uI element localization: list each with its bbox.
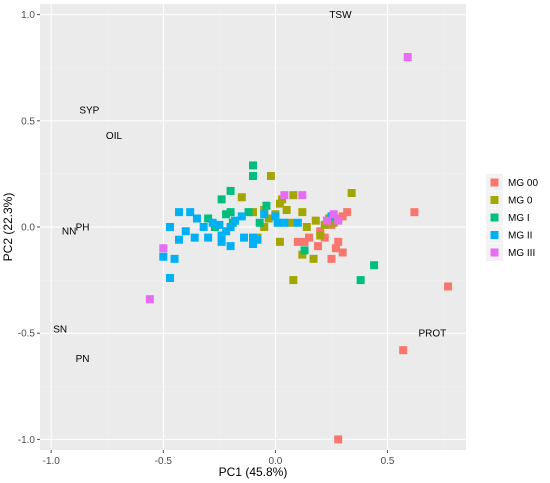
data-point	[370, 261, 378, 269]
data-point	[227, 187, 235, 195]
x-tick-label: 0.5	[381, 456, 395, 467]
data-point	[280, 191, 288, 199]
variable-label: SN	[53, 324, 67, 335]
variable-label: PH	[76, 223, 90, 234]
data-point	[316, 231, 324, 239]
y-tick-label: -1.0	[18, 435, 36, 446]
data-point	[294, 238, 302, 246]
data-point	[357, 276, 365, 284]
data-point	[301, 246, 309, 254]
y-axis-title: PC2 (22.3%)	[1, 193, 15, 262]
data-point	[444, 282, 452, 290]
data-point	[182, 227, 190, 235]
data-point	[303, 223, 311, 231]
legend-key	[491, 196, 499, 204]
data-point	[298, 191, 306, 199]
data-point	[159, 253, 167, 261]
data-point	[171, 255, 179, 263]
data-point	[334, 435, 342, 443]
variable-label: TSW	[329, 10, 352, 21]
data-point	[166, 223, 174, 231]
data-point	[339, 248, 347, 256]
data-point	[343, 208, 351, 216]
data-point	[191, 234, 199, 242]
data-point	[249, 172, 257, 180]
data-point	[327, 255, 335, 263]
data-point	[204, 234, 212, 242]
data-point	[218, 231, 226, 239]
data-point	[294, 219, 302, 227]
data-point	[175, 208, 183, 216]
y-tick-label: -0.5	[18, 329, 36, 340]
variable-label: PN	[76, 354, 90, 365]
data-point	[399, 346, 407, 354]
data-point	[410, 208, 418, 216]
y-tick-label: 0.0	[21, 223, 35, 234]
data-point	[159, 244, 167, 252]
data-point	[200, 223, 208, 231]
legend-label: MG 0	[508, 196, 533, 207]
y-tick-label: 0.5	[21, 116, 35, 127]
data-point	[334, 217, 342, 225]
data-point	[166, 274, 174, 282]
data-point	[218, 195, 226, 203]
legend-label: MG II	[508, 231, 532, 242]
legend-label: MG I	[508, 213, 530, 224]
data-point	[289, 191, 297, 199]
data-point	[312, 217, 320, 225]
data-point	[146, 295, 154, 303]
data-point	[260, 210, 268, 218]
data-point	[298, 208, 306, 216]
legend: MG 00 MG 0 MG I MG II MG III	[486, 174, 538, 261]
y-tick-label: 1.0	[21, 10, 35, 21]
y-axis: -1.0 -0.5 0.0 0.5 1.0	[18, 10, 40, 446]
data-point	[227, 242, 235, 250]
data-point	[267, 172, 275, 180]
legend-label: MG 00	[508, 178, 538, 189]
data-point	[404, 53, 412, 61]
data-point	[276, 238, 284, 246]
data-point	[193, 215, 201, 223]
legend-key	[491, 214, 499, 222]
data-point	[240, 234, 248, 242]
variable-label: OIL	[106, 131, 123, 142]
data-point	[238, 212, 246, 220]
data-point	[283, 206, 291, 214]
data-point	[280, 219, 288, 227]
data-point	[289, 276, 297, 284]
x-axis-title: PC1 (45.8%)	[219, 465, 288, 479]
legend-key	[491, 231, 499, 239]
data-point	[310, 255, 318, 263]
data-point	[262, 202, 270, 210]
variable-label: PROT	[418, 329, 446, 340]
variable-label: NN	[62, 227, 76, 238]
data-point	[238, 193, 246, 201]
legend-label: MG III	[508, 248, 535, 259]
data-point	[249, 161, 257, 169]
data-point	[314, 242, 322, 250]
data-point	[227, 208, 235, 216]
variable-label: SYP	[79, 106, 99, 117]
data-point	[249, 240, 257, 248]
legend-key	[491, 179, 499, 187]
data-point	[256, 219, 264, 227]
legend-key	[491, 249, 499, 257]
data-point	[348, 189, 356, 197]
x-tick-label: -0.5	[155, 456, 173, 467]
x-tick-label: -1.0	[43, 456, 61, 467]
data-point	[175, 236, 183, 244]
